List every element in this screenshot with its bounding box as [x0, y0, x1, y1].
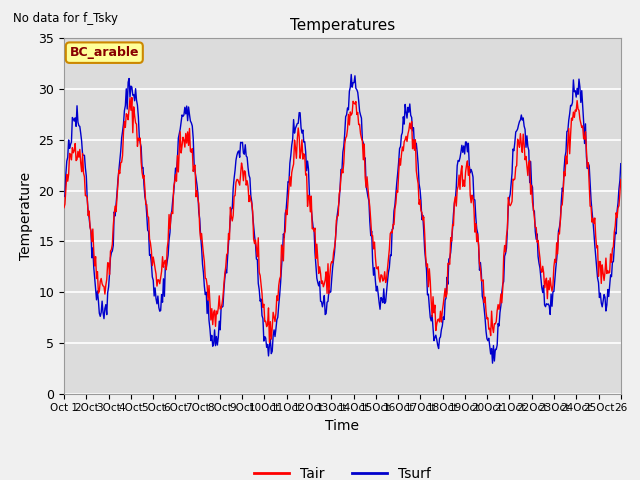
- X-axis label: Time: Time: [325, 419, 360, 433]
- Text: BC_arable: BC_arable: [70, 46, 139, 59]
- Y-axis label: Temperature: Temperature: [19, 172, 33, 260]
- Text: No data for f_Tsky: No data for f_Tsky: [13, 12, 118, 25]
- Legend: Tair, Tsurf: Tair, Tsurf: [248, 461, 436, 480]
- Title: Temperatures: Temperatures: [290, 18, 395, 33]
